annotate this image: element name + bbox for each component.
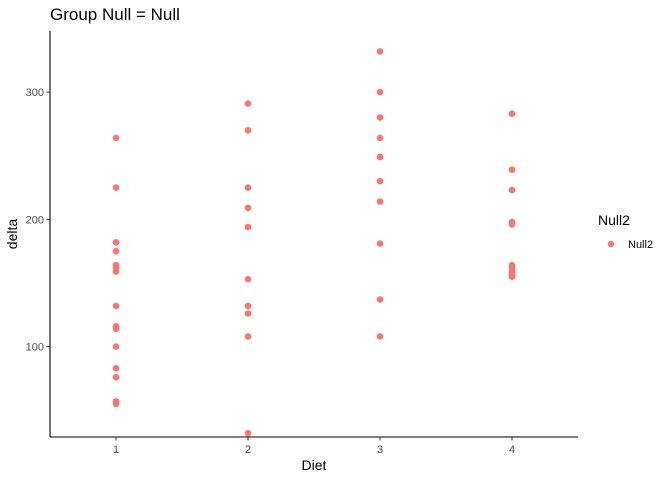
y-tick-label: 200	[26, 214, 44, 226]
data-point	[112, 268, 120, 275]
data-point	[376, 296, 384, 303]
y-tick-label: 300	[26, 87, 44, 99]
data-point	[244, 333, 252, 340]
data-point	[244, 310, 252, 317]
data-point	[508, 110, 516, 118]
data-point	[244, 302, 252, 310]
data-point	[112, 184, 120, 191]
x-tick-label: 3	[377, 444, 383, 456]
y-axis-ticks: 100 200 300	[26, 87, 50, 354]
data-point	[244, 126, 252, 134]
data-point	[244, 100, 252, 107]
y-axis-title: delta	[4, 219, 20, 250]
data-point	[376, 48, 384, 55]
data-point	[112, 373, 120, 381]
legend-title: Null2	[598, 212, 630, 228]
plot-panel: 100 200 300 1 2 3 4	[26, 31, 578, 456]
data-points	[112, 48, 516, 437]
legend-label: Null2	[628, 239, 653, 251]
data-point	[376, 333, 384, 340]
data-point	[112, 247, 120, 255]
data-point	[244, 204, 252, 212]
data-point	[376, 88, 384, 96]
x-axis-title: Diet	[302, 457, 327, 473]
legend-key	[607, 240, 615, 248]
data-point	[244, 275, 252, 283]
data-point	[112, 238, 120, 246]
chart-title: Group Null = Null	[50, 5, 180, 24]
data-point	[244, 184, 252, 191]
data-point	[508, 273, 516, 280]
data-point	[112, 302, 120, 310]
data-point	[508, 221, 516, 228]
x-axis-ticks: 1 2 3 4	[113, 437, 515, 456]
x-tick-label: 4	[509, 444, 515, 456]
data-point	[376, 177, 384, 185]
data-point	[508, 186, 516, 194]
data-point	[112, 343, 120, 350]
data-point	[376, 153, 384, 161]
data-point	[508, 166, 516, 174]
data-point	[244, 429, 252, 437]
data-point	[244, 223, 252, 231]
data-point	[112, 134, 120, 142]
x-tick-label: 2	[245, 444, 251, 456]
data-point	[112, 325, 120, 333]
data-point	[376, 114, 384, 121]
data-point	[112, 400, 120, 408]
data-point	[376, 134, 384, 142]
y-tick-label: 100	[26, 342, 44, 354]
data-point	[376, 198, 384, 205]
legend: Null2 Null2	[598, 212, 653, 251]
x-tick-label: 1	[113, 444, 119, 456]
data-point	[376, 240, 384, 247]
data-point	[112, 364, 120, 372]
